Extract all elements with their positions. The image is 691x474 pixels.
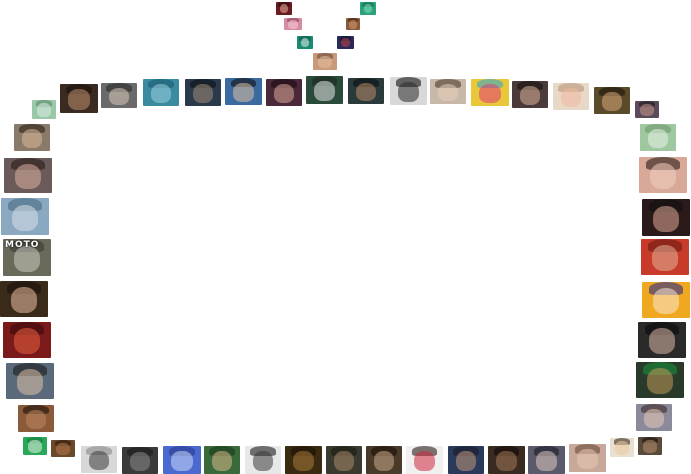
ship-thumbnail [1, 198, 49, 235]
face-thumbnail [266, 79, 302, 106]
face-thumbnail [60, 84, 98, 113]
face-thumbnail [225, 78, 262, 105]
tire-thumbnail [390, 77, 427, 105]
face-thumbnail [528, 446, 565, 474]
face-thumbnail [512, 81, 548, 108]
face-thumbnail [285, 446, 322, 474]
thumbnail-caption: MOTO [5, 240, 40, 250]
sign-thumbnail: MOTO [3, 239, 51, 276]
face-thumbnail [0, 281, 48, 317]
face-thumbnail [641, 239, 689, 275]
face-thumbnail [101, 83, 137, 108]
camera-thumbnail [306, 76, 343, 104]
billiard-thumbnail [297, 36, 313, 49]
billiard-thumbnail [23, 437, 47, 455]
face-thumbnail [569, 444, 606, 472]
face-thumbnail [488, 446, 525, 474]
face-thumbnail [326, 446, 362, 474]
pattern-thumbnail [32, 100, 56, 119]
pattern-thumbnail [640, 124, 676, 151]
face-thumbnail [638, 437, 662, 455]
sky-thumbnail [163, 446, 201, 474]
face-thumbnail [122, 447, 158, 474]
face-thumbnail [639, 157, 687, 193]
face-thumbnail [337, 36, 354, 49]
face-thumbnail [636, 362, 684, 398]
face-thumbnail [185, 79, 221, 106]
face-thumbnail [51, 440, 75, 457]
face-thumbnail [638, 322, 686, 358]
face-thumbnail [642, 199, 690, 236]
face-thumbnail [636, 404, 672, 431]
face-thumbnail [366, 446, 402, 474]
pattern-thumbnail [471, 79, 509, 106]
face-thumbnail [204, 446, 240, 474]
face-thumbnail [635, 101, 659, 118]
face-thumbnail [553, 83, 589, 110]
face-thumbnail [610, 438, 634, 457]
face-thumbnail [4, 158, 52, 193]
tire-thumbnail [245, 446, 281, 474]
face-thumbnail [6, 363, 54, 399]
face-thumbnail [18, 405, 54, 432]
face-thumbnail [346, 18, 360, 30]
face-thumbnail [81, 446, 117, 473]
face-thumbnail [642, 282, 690, 318]
face-thumbnail [448, 446, 484, 474]
face-thumbnail [14, 124, 50, 151]
pattern-thumbnail [360, 2, 376, 15]
face-thumbnail [143, 79, 179, 106]
face-thumbnail [284, 18, 302, 30]
face-thumbnail [430, 79, 466, 104]
car-thumbnail [3, 322, 51, 358]
face-thumbnail [594, 87, 630, 114]
face-thumbnail [276, 2, 292, 15]
face-thumbnail [406, 446, 443, 474]
face-thumbnail [348, 78, 384, 104]
face-thumbnail [313, 53, 337, 70]
